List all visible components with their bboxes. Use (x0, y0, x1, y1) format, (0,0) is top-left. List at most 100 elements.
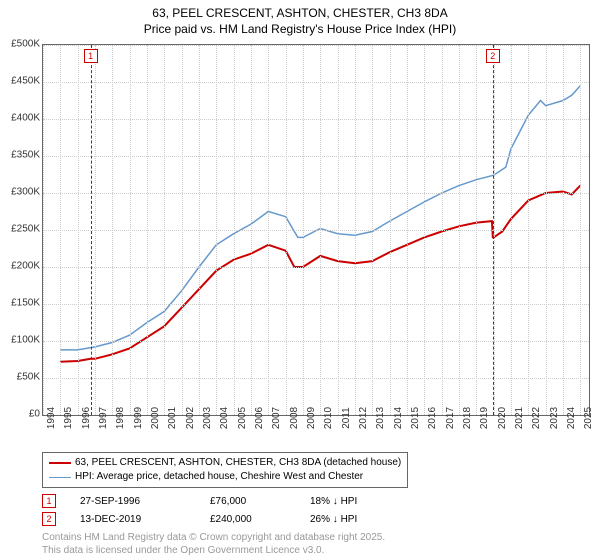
sales-pct-2: 26% ↓ HPI (310, 514, 430, 525)
y-tick-label: £300K (11, 187, 40, 198)
gridline-v (286, 45, 287, 415)
x-tick-label: 2010 (323, 407, 334, 429)
gridline-v (60, 45, 61, 415)
legend: 63, PEEL CRESCENT, ASHTON, CHESTER, CH3 … (42, 452, 408, 488)
x-tick-label: 2017 (445, 407, 456, 429)
gridline-v (78, 45, 79, 415)
gridline-h (43, 267, 589, 268)
sales-price-1: £76,000 (210, 496, 310, 507)
title-line-2: Price paid vs. HM Land Registry's House … (0, 22, 600, 38)
gridline-v (511, 45, 512, 415)
gridline-h (43, 82, 589, 83)
gridline-v (494, 45, 495, 415)
x-tick-label: 2011 (341, 407, 352, 429)
x-tick-label: 2013 (375, 407, 386, 429)
x-tick-label: 2009 (306, 407, 317, 429)
gridline-h (43, 230, 589, 231)
title-line-1: 63, PEEL CRESCENT, ASHTON, CHESTER, CH3 … (0, 6, 600, 22)
gridline-h (43, 45, 589, 46)
gridline-v (182, 45, 183, 415)
x-tick-label: 2014 (393, 407, 404, 429)
sales-marker-2: 2 (42, 512, 56, 526)
legend-label-hpi: HPI: Average price, detached house, Ches… (75, 470, 363, 484)
x-tick-label: 2004 (219, 407, 230, 429)
y-tick-label: £50K (17, 372, 40, 383)
x-tick-label: 1996 (81, 407, 92, 429)
sale-marker-box: 1 (84, 49, 98, 63)
x-tick-label: 2006 (254, 407, 265, 429)
gridline-v (424, 45, 425, 415)
x-tick-label: 2018 (462, 407, 473, 429)
sales-date-2: 13-DEC-2019 (80, 514, 210, 525)
x-tick-label: 2023 (549, 407, 560, 429)
gridline-v (251, 45, 252, 415)
gridline-v (112, 45, 113, 415)
x-tick-label: 2021 (514, 407, 525, 429)
x-tick-label: 1997 (98, 407, 109, 429)
footnote: Contains HM Land Registry data © Crown c… (42, 532, 385, 557)
legend-label-property: 63, PEEL CRESCENT, ASHTON, CHESTER, CH3 … (75, 456, 401, 470)
gridline-v (320, 45, 321, 415)
gridline-v (234, 45, 235, 415)
gridline-v (390, 45, 391, 415)
gridline-v (355, 45, 356, 415)
gridline-v (216, 45, 217, 415)
sales-price-2: £240,000 (210, 514, 310, 525)
y-tick-label: £500K (11, 39, 40, 50)
legend-item-property: 63, PEEL CRESCENT, ASHTON, CHESTER, CH3 … (49, 456, 401, 470)
y-tick-label: £250K (11, 224, 40, 235)
x-tick-label: 1998 (115, 407, 126, 429)
sales-pct-1: 18% ↓ HPI (310, 496, 430, 507)
gridline-v (372, 45, 373, 415)
x-tick-label: 1999 (133, 407, 144, 429)
gridline-v (338, 45, 339, 415)
gridline-v (407, 45, 408, 415)
gridline-h (43, 304, 589, 305)
gridline-v (442, 45, 443, 415)
gridline-v (476, 45, 477, 415)
sale-marker-line (91, 45, 92, 415)
gridline-v (303, 45, 304, 415)
x-tick-label: 2025 (583, 407, 594, 429)
gridline-v (164, 45, 165, 415)
sales-row-2: 2 13-DEC-2019 £240,000 26% ↓ HPI (42, 510, 430, 528)
sales-marker-1: 1 (42, 494, 56, 508)
y-tick-label: £0 (29, 409, 40, 420)
x-tick-label: 2002 (185, 407, 196, 429)
x-tick-label: 2007 (271, 407, 282, 429)
gridline-v (459, 45, 460, 415)
sales-date-1: 27-SEP-1996 (80, 496, 210, 507)
x-tick-label: 2022 (531, 407, 542, 429)
gridline-h (43, 156, 589, 157)
sales-table: 1 27-SEP-1996 £76,000 18% ↓ HPI 2 13-DEC… (42, 492, 430, 528)
legend-item-hpi: HPI: Average price, detached house, Ches… (49, 470, 401, 484)
x-tick-label: 2015 (410, 407, 421, 429)
gridline-h (43, 119, 589, 120)
x-tick-label: 2005 (237, 407, 248, 429)
sale-marker-box: 2 (486, 49, 500, 63)
gridline-v (130, 45, 131, 415)
chart-container: 63, PEEL CRESCENT, ASHTON, CHESTER, CH3 … (0, 0, 600, 560)
plot-area: 12 (42, 44, 590, 416)
gridline-h (43, 193, 589, 194)
x-tick-label: 1994 (46, 407, 57, 429)
gridline-v (580, 45, 581, 415)
y-tick-label: £150K (11, 298, 40, 309)
x-tick-label: 2016 (427, 407, 438, 429)
x-tick-label: 2024 (566, 407, 577, 429)
gridline-v (563, 45, 564, 415)
x-tick-label: 2001 (167, 407, 178, 429)
chart-title: 63, PEEL CRESCENT, ASHTON, CHESTER, CH3 … (0, 0, 600, 37)
y-tick-label: £350K (11, 150, 40, 161)
x-tick-label: 2019 (479, 407, 490, 429)
gridline-v (199, 45, 200, 415)
x-tick-label: 1995 (63, 407, 74, 429)
x-tick-label: 2003 (202, 407, 213, 429)
footnote-line-1: Contains HM Land Registry data © Crown c… (42, 532, 385, 545)
gridline-v (268, 45, 269, 415)
gridline-h (43, 378, 589, 379)
y-tick-label: £200K (11, 261, 40, 272)
gridline-v (95, 45, 96, 415)
gridline-h (43, 341, 589, 342)
gridline-v (43, 45, 44, 415)
